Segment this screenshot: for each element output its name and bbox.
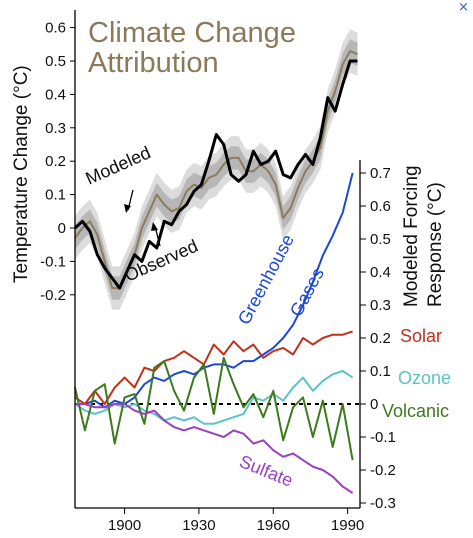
right-tick-label: 0.2 [370,330,391,347]
left-y-ticks: -0.2 -0.1 0 0.1 0.2 0.3 0.4 0.5 0.6 [40,20,75,304]
right-tick-label: 0.4 [370,264,391,281]
close-icon[interactable]: × [458,0,469,15]
modeled-arrow-head [124,204,131,213]
chart-title-line-1: Climate Change [88,17,296,49]
left-tick-label: 0.4 [45,86,66,103]
temperature-lines [73,50,358,290]
right-tick-label: 0.3 [370,297,391,314]
left-tick-label: 0.5 [45,53,66,70]
right-axis-title-line-1: Modeled Forcing [401,165,422,307]
right-tick-label: 0.7 [370,165,391,182]
right-tick-label: 0.1 [370,363,391,380]
right-tick-label: 0.6 [370,198,391,215]
solar-label: Solar [400,326,442,346]
left-axis-title: Temperature Change (°C) [11,65,32,283]
observed-line [73,59,358,290]
x-ticks: 1900 1930 1960 1990 [108,508,364,534]
right-tick-label: 0 [370,396,378,413]
right-y-ticks: -0.3 -0.2 -0.1 0 0.1 0.2 0.3 0.4 0.5 0.6 0.7 [360,165,396,512]
left-tick-label: 0.3 [45,120,66,137]
ozone-label: Ozone [398,368,451,388]
x-tick-label: 1930 [182,517,215,534]
right-tick-label: -0.1 [370,429,396,446]
right-tick-label: 0.5 [370,231,391,248]
volcanic-line [74,356,354,461]
chart-title-line-2: Attribution [88,47,219,79]
modeled-uncertainty-bands [75,29,358,310]
right-tick-label: -0.2 [370,462,396,479]
modeled-label: Modeled [82,142,153,188]
left-tick-label: -0.2 [40,287,66,304]
observed-arrow-head [151,222,158,231]
volcanic-label: Volcanic [382,401,449,421]
right-axis-title-line-2: Response (°C) [425,182,446,307]
left-tick-label: 0.6 [45,20,66,37]
forcing-lines [74,172,354,494]
left-tick-label: 0 [58,220,66,237]
greenhouse-label-line-1: Greenhouse [234,231,298,328]
solar-line [74,330,353,405]
left-tick-label: 0.1 [45,187,66,204]
x-tick-label: 1960 [257,517,290,534]
ozone-line [74,370,354,425]
sulfate-line [75,403,354,494]
greenhouse-gases-line [75,172,354,409]
sulfate-label: Sulfate [237,451,296,491]
right-tick-label: -0.3 [370,495,396,512]
modeled-inner-band [75,39,358,300]
greenhouse-label-line-2: Gases [286,265,328,320]
x-tick-label: 1990 [331,517,364,534]
x-tick-label: 1900 [108,517,141,534]
left-tick-label: 0.2 [45,153,66,170]
left-tick-label: -0.1 [40,253,66,270]
